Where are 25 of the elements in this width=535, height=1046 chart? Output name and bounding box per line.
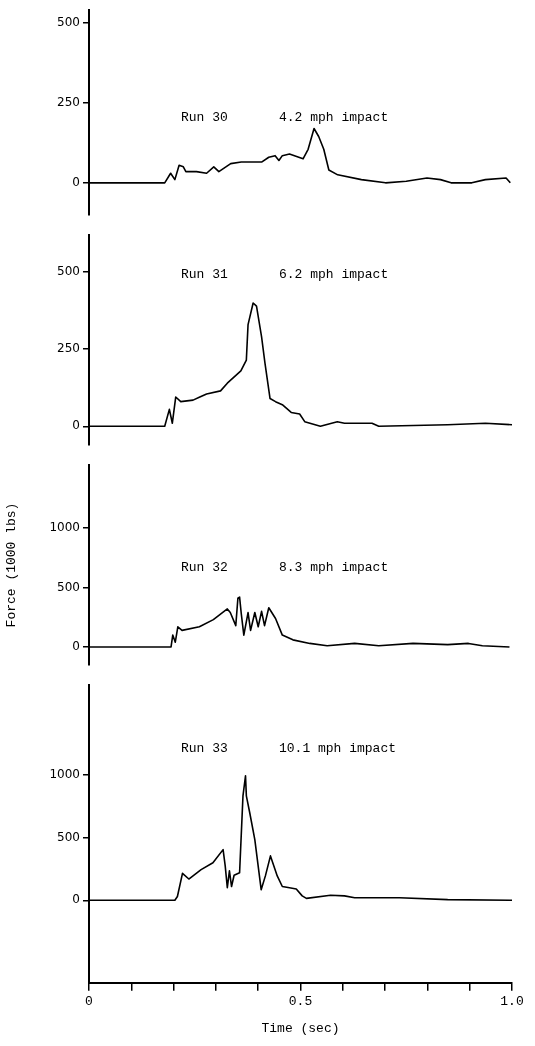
y-tick-label: 250 [57,341,80,356]
annotation: Run 31 [181,267,229,283]
annotation: 8.3 mph impact [279,560,389,576]
annotation: 4.2 mph impact [279,110,389,126]
y-tick-label: 0 [72,639,80,654]
y-tick-label: 0 [72,174,80,189]
y-tick-label: 500 [57,829,80,844]
annotation: Run 30 [181,110,228,126]
y-tick-label: 0 [72,892,80,907]
y-tick-label: 1000 [49,767,80,782]
y-tick-label: 500 [57,15,80,30]
x-tick-label: 1.0 [500,994,524,1010]
annotation: 10.1 mph impact [279,741,397,757]
y-tick-label: 1000 [49,520,80,535]
x-tick-label: 0.5 [288,994,313,1010]
y-axis-title: Force (1000 lbs) [4,502,20,628]
annotation: Run 32 [181,560,228,576]
x-tick-label: 0 [85,994,93,1010]
y-tick-label: 500 [57,264,80,279]
x-axis-title: Time (sec) [261,1020,340,1036]
y-tick-label: 500 [57,579,80,594]
annotation: Run 33 [181,741,228,757]
annotation: 6.2 mph impact [279,267,389,283]
y-tick-label: 0 [72,418,80,433]
y-tick-label: 250 [57,95,80,110]
